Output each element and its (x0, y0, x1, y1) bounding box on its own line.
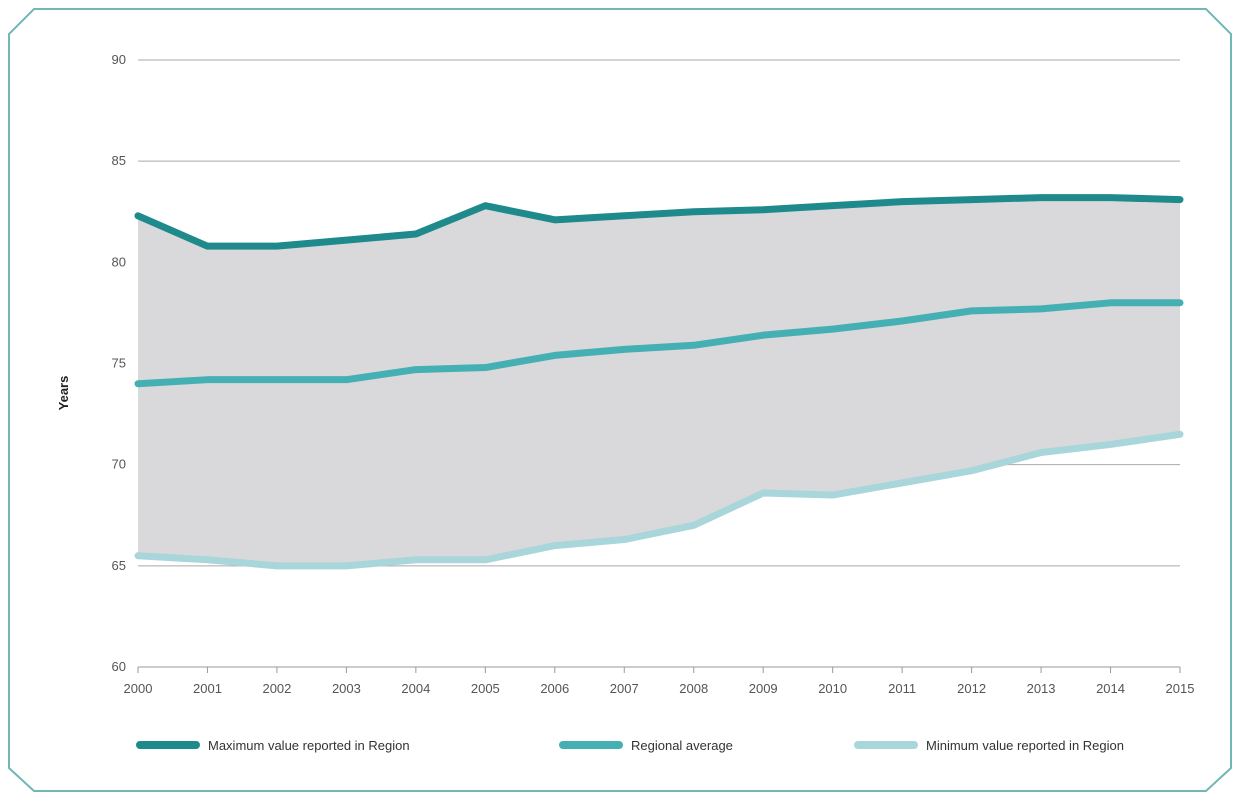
legend-item-minimum: Minimum value reported in Region (854, 738, 1124, 753)
x-tick-label: 2009 (749, 681, 778, 696)
y-tick-label: 70 (112, 457, 126, 472)
x-tick-label: 2013 (1027, 681, 1056, 696)
series-lines (134, 194, 1184, 570)
range-band (138, 197, 1180, 566)
y-tick-label: 65 (112, 558, 126, 573)
y-tick-label: 60 (112, 659, 126, 674)
x-tick-label: 2012 (957, 681, 986, 696)
x-tick-label: 2005 (471, 681, 500, 696)
y-axis-ticks: 90 85 80 75 70 65 60 (112, 52, 126, 674)
y-tick-label: 85 (112, 153, 126, 168)
y-tick-label: 75 (112, 356, 126, 371)
y-tick-label: 80 (112, 254, 126, 269)
x-tick-label: 2000 (124, 681, 153, 696)
x-tick-label: 2002 (262, 681, 291, 696)
y-axis-label: Years (56, 376, 71, 411)
legend: Maximum value reported in Region Regional… (136, 738, 1124, 753)
x-tick-label: 2007 (610, 681, 639, 696)
series-line-maximum (134, 194, 1184, 250)
x-tick-label: 2003 (332, 681, 361, 696)
frame-border (8, 8, 1232, 792)
x-tick-label: 2011 (888, 681, 916, 696)
y-tick-label: 90 (112, 52, 126, 67)
x-tick-label: 2006 (540, 681, 569, 696)
x-tick-label: 2015 (1166, 681, 1195, 696)
legend-label: Minimum value reported in Region (926, 738, 1124, 753)
x-tick-label: 2010 (818, 681, 847, 696)
legend-label: Maximum value reported in Region (208, 738, 410, 753)
legend-label: Regional average (631, 738, 733, 753)
legend-item-maximum: Maximum value reported in Region (136, 738, 410, 753)
series-line-minimum (134, 430, 1184, 570)
series-line-average (134, 299, 1184, 388)
x-tick-label: 2008 (679, 681, 708, 696)
x-tick-label: 2001 (193, 681, 222, 696)
x-axis-ticks: 2000 2001 2002 2003 2004 2005 2006 2007 2008 2009… (124, 667, 1195, 696)
x-tick-label: 2014 (1096, 681, 1125, 696)
x-tick-label: 2004 (401, 681, 430, 696)
legend-item-average: Regional average (559, 738, 733, 753)
